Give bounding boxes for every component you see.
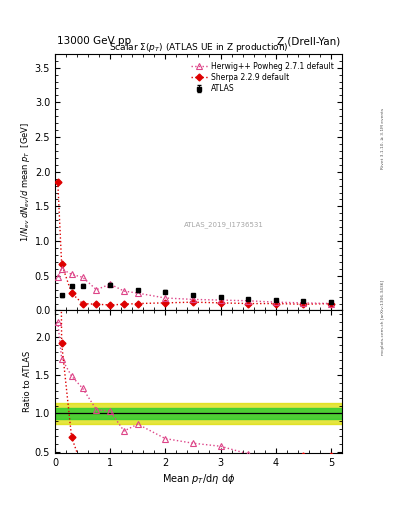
Text: 13000 GeV pp: 13000 GeV pp <box>57 36 131 46</box>
Sherpa 2.2.9 default <box>136 301 140 307</box>
Herwig++ Powheg 2.7.1 default <box>94 287 99 293</box>
Sherpa 2.2.9 default <box>246 301 250 307</box>
Herwig++ Powheg 2.7.1 default <box>121 288 126 294</box>
Line: Sherpa 2.2.9 default: Sherpa 2.2.9 default <box>55 180 333 307</box>
Sherpa 2.2.9 default <box>55 179 60 185</box>
Sherpa 2.2.9 default <box>80 301 85 307</box>
Text: mcplots.cern.ch [arXiv:1306.3436]: mcplots.cern.ch [arXiv:1306.3436] <box>381 280 385 355</box>
Sherpa 2.2.9 default <box>163 300 168 306</box>
Herwig++ Powheg 2.7.1 default <box>163 295 168 301</box>
X-axis label: Mean $p_T$/d$\eta$ d$\phi$: Mean $p_T$/d$\eta$ d$\phi$ <box>162 472 235 486</box>
Sherpa 2.2.9 default <box>108 302 112 308</box>
Herwig++ Powheg 2.7.1 default <box>329 301 333 307</box>
Herwig++ Powheg 2.7.1 default <box>301 300 306 306</box>
Line: Herwig++ Powheg 2.7.1 default: Herwig++ Powheg 2.7.1 default <box>55 266 334 306</box>
Herwig++ Powheg 2.7.1 default <box>80 274 85 280</box>
Bar <box>55 408 342 419</box>
Herwig++ Powheg 2.7.1 default <box>59 266 64 272</box>
Sherpa 2.2.9 default <box>329 301 333 307</box>
Herwig++ Powheg 2.7.1 default <box>108 281 112 287</box>
Sherpa 2.2.9 default <box>59 261 64 267</box>
Herwig++ Powheg 2.7.1 default <box>218 297 223 303</box>
Herwig++ Powheg 2.7.1 default <box>55 274 60 280</box>
Herwig++ Powheg 2.7.1 default <box>246 297 250 304</box>
Sherpa 2.2.9 default <box>218 300 223 306</box>
Text: ATLAS_2019_I1736531: ATLAS_2019_I1736531 <box>184 221 264 227</box>
Sherpa 2.2.9 default <box>94 301 99 307</box>
Sherpa 2.2.9 default <box>121 301 126 307</box>
Herwig++ Powheg 2.7.1 default <box>136 290 140 296</box>
Y-axis label: Ratio to ATLAS: Ratio to ATLAS <box>23 351 32 413</box>
Text: Rivet 3.1.10, ≥ 3.1M events: Rivet 3.1.10, ≥ 3.1M events <box>381 108 385 169</box>
Legend: Herwig++ Powheg 2.7.1 default, Sherpa 2.2.9 default, ATLAS: Herwig++ Powheg 2.7.1 default, Sherpa 2.… <box>189 60 335 95</box>
Bar <box>55 403 342 424</box>
Y-axis label: $1/N_{ev}$ $dN_{ev}/d$ mean $p_T$  [GeV]: $1/N_{ev}$ $dN_{ev}/d$ mean $p_T$ [GeV] <box>19 122 32 242</box>
Text: Z (Drell-Yan): Z (Drell-Yan) <box>277 36 340 46</box>
Sherpa 2.2.9 default <box>191 299 195 305</box>
Sherpa 2.2.9 default <box>69 290 74 296</box>
Herwig++ Powheg 2.7.1 default <box>69 271 74 278</box>
Sherpa 2.2.9 default <box>301 301 306 307</box>
Title: Scalar $\Sigma(p_T)$ (ATLAS UE in Z production): Scalar $\Sigma(p_T)$ (ATLAS UE in Z prod… <box>109 40 288 54</box>
Sherpa 2.2.9 default <box>274 301 278 307</box>
Herwig++ Powheg 2.7.1 default <box>191 296 195 303</box>
Herwig++ Powheg 2.7.1 default <box>274 299 278 305</box>
